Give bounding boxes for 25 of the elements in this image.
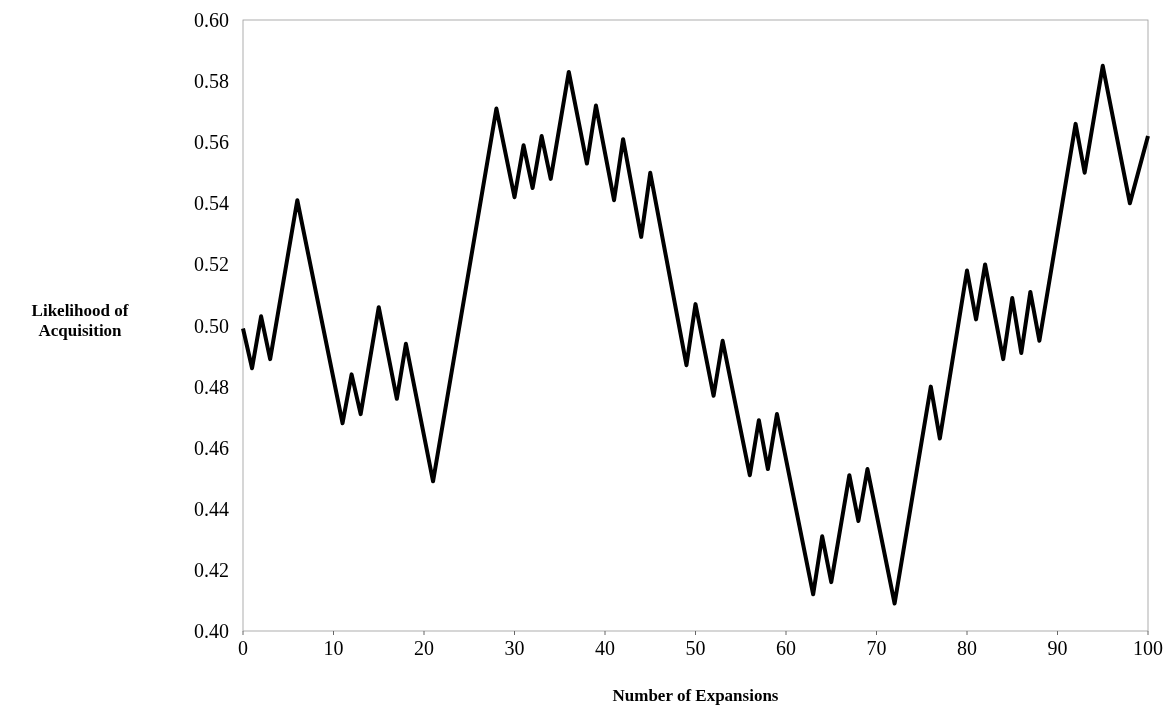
x-tick-label: 100 xyxy=(1133,637,1163,659)
y-tick-label: 0.60 xyxy=(194,9,229,31)
y-tick-label: 0.52 xyxy=(194,253,229,276)
x-tick-label: 0 xyxy=(238,637,248,659)
x-tick-label: 70 xyxy=(866,637,887,659)
line-series xyxy=(241,63,1150,606)
x-tick-label: 30 xyxy=(504,637,525,659)
y-tick-label: 0.44 xyxy=(194,497,229,520)
y-axis-title: Likelihood of Acquisition xyxy=(31,300,129,340)
x-tick-label: 20 xyxy=(414,637,434,659)
y-tick-label: 0.46 xyxy=(194,436,229,459)
x-tick-label: 60 xyxy=(776,637,796,659)
y-tick-label: 0.54 xyxy=(194,192,229,215)
x-tick-label: 80 xyxy=(957,637,977,659)
x-tick-label: 40 xyxy=(595,637,615,659)
x-tick-label: 90 xyxy=(1047,637,1068,659)
y-tick-label: 0.58 xyxy=(194,70,229,93)
x-tick-label: 50 xyxy=(685,637,706,659)
y-tick-label: 0.40 xyxy=(194,620,229,642)
y-tick-label: 0.50 xyxy=(194,314,229,337)
y-tick-label: 0.48 xyxy=(194,375,229,398)
x-tick-label: 10 xyxy=(323,637,344,659)
y-tick-label: 0.56 xyxy=(194,131,229,154)
y-tick-label: 0.42 xyxy=(194,558,229,581)
x-axis-title: Number of Expansions xyxy=(612,686,779,705)
